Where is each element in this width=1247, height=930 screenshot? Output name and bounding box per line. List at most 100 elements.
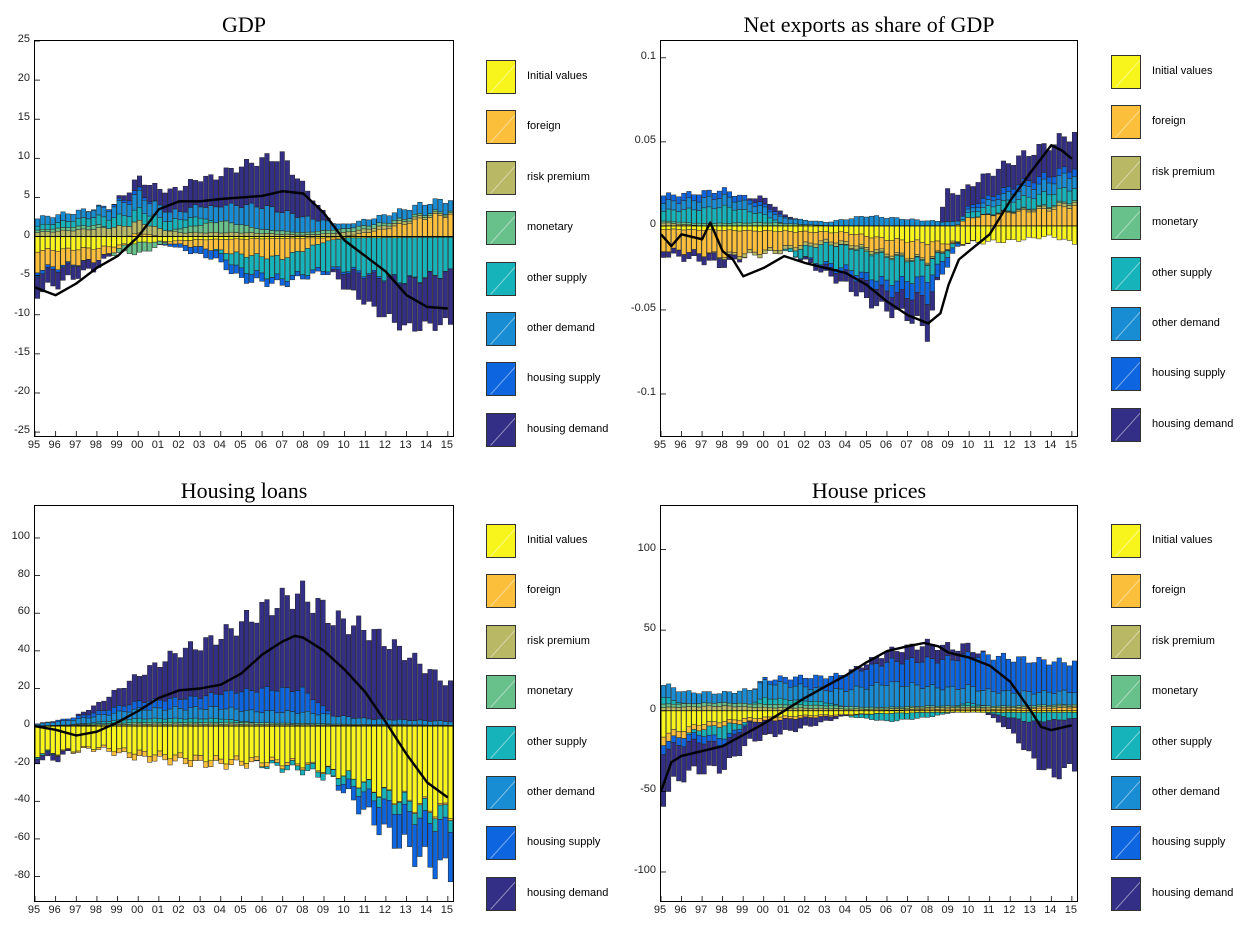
x-tick-label: 02 [797,439,810,451]
bar-segment [767,222,773,227]
bar-segment [366,274,372,302]
bar-segment [142,725,148,752]
bar-segment [45,264,51,268]
x-tick-label: 05 [859,904,872,916]
bar-segment [1011,213,1017,227]
bar-segment [70,220,76,228]
bar-segment [335,223,341,230]
x-tick-label: 12 [1003,439,1016,451]
x-tick-label: 15 [440,904,453,916]
bar-segment [346,770,351,780]
bar-segment [244,610,250,689]
bar-segment [661,251,667,258]
bar-segment [244,159,250,206]
bar-segment [833,705,839,709]
x-tick-label: 10 [337,904,350,916]
bar-segment [172,218,178,230]
bar-segment [96,204,102,207]
x-tick-label: 97 [694,439,708,451]
bar-segment [787,716,793,719]
bar-segment [254,711,260,724]
legend-item: risk premium [1111,155,1247,192]
bar-segment [223,220,229,234]
bar-segment [696,229,702,254]
bar-segment [244,763,250,769]
bar-segment [1026,156,1032,181]
bar-segment [116,197,122,201]
bar-segment [177,219,183,230]
bar-segment [50,721,56,723]
bar-segment [721,702,727,706]
bar-segment [223,725,229,765]
bar-segment [914,292,920,316]
bar-segment [284,710,290,724]
bar-segment [721,705,727,712]
x-tick-label: 01 [151,904,164,916]
bar-segment [706,206,712,224]
bar-segment [833,242,839,247]
bar-segment [269,615,275,691]
bar-segment [863,249,869,252]
bar-segment [264,278,270,287]
bar-segment [691,249,697,256]
y-tick-label: -60 [14,830,30,843]
bar-segment [732,225,738,231]
bar-segment [1006,225,1011,241]
legend-label: other supply [1152,266,1212,279]
bar-segment [924,265,930,283]
bar-segment [980,651,986,691]
bar-segment [320,230,326,234]
bar-segment [929,291,935,311]
bar-segment [75,236,81,251]
bar-segment [848,249,854,271]
bar-segment [960,643,966,655]
bar-segment [386,215,392,224]
bar-segment [213,718,219,723]
legend-label: monetary [1152,216,1198,229]
bar-segment [742,710,748,719]
bar-segment [162,236,168,242]
bar-segment [325,230,331,234]
bar-segment [772,679,778,686]
bar-segment [361,218,367,226]
bar-segment [696,222,702,226]
legend-swatch [1111,826,1141,861]
bar-segment [244,721,250,725]
bar-segment [213,725,219,756]
bar-segment [833,688,839,705]
bar-segment [152,241,158,248]
bar-segment [289,725,295,759]
bar-segment [711,199,717,210]
bar-segment [310,713,316,724]
bar-segment [787,687,793,701]
bar-segment [919,220,925,227]
bar-segment [233,755,239,761]
bar-segment [757,703,763,708]
x-tick-label: 98 [715,904,728,916]
bar-segment [284,687,290,711]
bar-segment [177,708,183,719]
bar-segment [853,234,859,247]
bar-segment [442,203,448,215]
bar-segment [289,758,295,761]
bar-segment [701,190,707,198]
bar-segment [376,228,382,237]
bar-segment [732,710,738,721]
y-tick-label: 0.05 [634,133,656,146]
bar-segment [1061,662,1067,691]
bar-segment [167,221,173,231]
bar-segment [1000,690,1006,706]
x-tick-label: 04 [838,904,851,916]
bar-segment [111,246,117,254]
bar-segment [137,207,142,221]
bar-segment [305,601,311,694]
bar-segment [187,217,193,227]
x-tick-label: 95 [653,439,667,451]
bar-segment [407,801,413,812]
bar-segment [437,720,443,726]
legend-item: other demand [1111,307,1247,343]
bar-segment [1066,205,1072,209]
legend-swatch [486,725,516,760]
bar-segment [696,706,702,712]
bar-segment [940,221,946,227]
